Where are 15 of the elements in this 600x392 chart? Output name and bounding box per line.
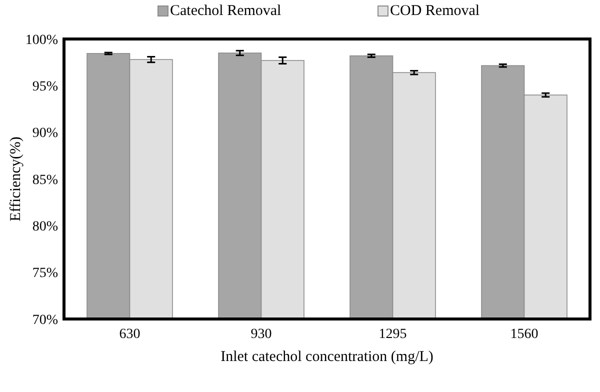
y-tick-label: 70% [32, 312, 58, 328]
y-axis-title: Efficiency(%) [8, 136, 24, 222]
legend-label: COD Removal [390, 3, 480, 19]
x-axis-title: Inlet catechol concentration (mg/L) [220, 349, 434, 365]
y-tick-label: 90% [32, 126, 58, 142]
x-tick-label: 930 [250, 327, 272, 342]
y-tick-label: 80% [32, 220, 58, 235]
x-tick-label: 630 [119, 327, 140, 342]
x-tick-label: 1295 [378, 327, 407, 342]
legend-label: Catechol Removal [170, 3, 282, 19]
y-tick-label: 75% [32, 266, 58, 282]
y-tick-label: 85% [32, 172, 58, 188]
x-tick-label: 1560 [510, 327, 538, 342]
y-tick-label: 100% [25, 32, 58, 48]
y-tick-label: 95% [32, 80, 58, 95]
